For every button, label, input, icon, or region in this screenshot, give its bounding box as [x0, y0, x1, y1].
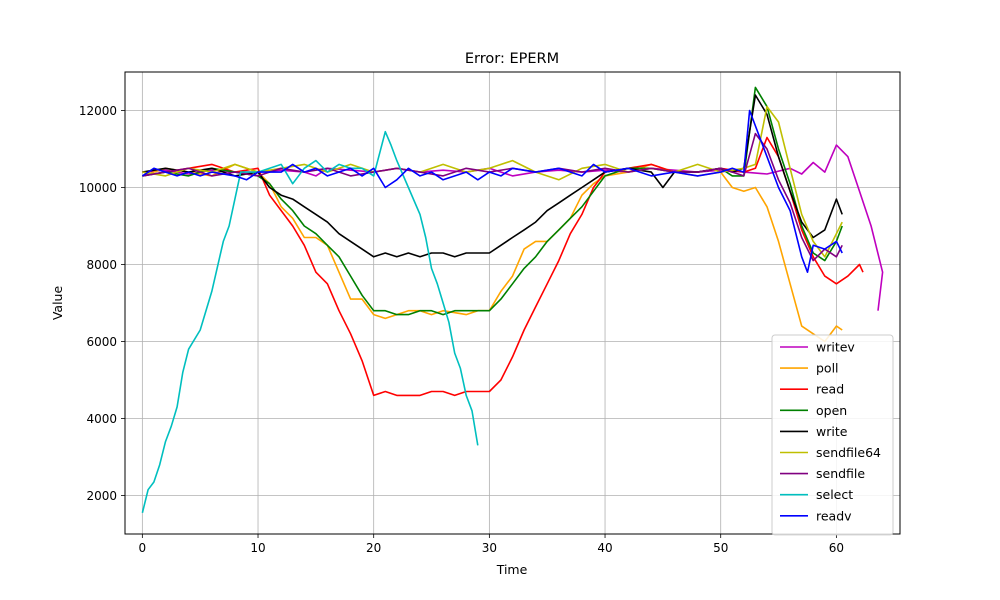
plot-frame — [124, 71, 901, 535]
series-line-readv — [141, 109, 843, 273]
legend-label-sendfile64: sendfile64 — [816, 445, 881, 460]
y-tick-label: 6000 — [86, 335, 117, 349]
x-axis-label: Time — [496, 562, 528, 577]
x-tick-label: 30 — [482, 541, 497, 555]
legend-label-poll: poll — [816, 361, 839, 376]
grid-lines — [125, 72, 900, 534]
series-lines — [141, 86, 884, 513]
x-tick-label: 20 — [366, 541, 381, 555]
series-line-poll — [142, 163, 843, 343]
x-tick-label: 40 — [597, 541, 612, 555]
y-tick-label: 8000 — [86, 258, 117, 272]
legend-label-sendfile: sendfile — [816, 466, 865, 481]
x-tick-label: 60 — [829, 541, 844, 555]
series-line-write — [142, 94, 843, 258]
legend-box — [771, 334, 894, 536]
x-tick-label: 10 — [250, 541, 265, 555]
y-axis: 2000 4000 6000 8000 10000 12000 — [79, 104, 125, 503]
legend-label-open: open — [816, 403, 847, 418]
y-tick-label: 10000 — [79, 181, 117, 195]
x-tick-label: 0 — [139, 541, 147, 555]
y-tick-label: 4000 — [86, 412, 117, 426]
x-tick-label: 50 — [713, 541, 728, 555]
series-line-writev — [142, 144, 884, 311]
legend-label-readv: readv — [816, 508, 852, 523]
y-tick-label: 2000 — [86, 489, 117, 503]
legend-label-select: select — [816, 487, 853, 502]
x-axis: 0 10 20 30 40 50 60 — [139, 534, 844, 555]
y-tick-label: 12000 — [79, 104, 117, 118]
y-axis-label: Value — [50, 286, 65, 321]
series-line-read — [142, 136, 864, 397]
legend-label-write: write — [816, 424, 848, 439]
chart-title: Error: EPERM — [465, 51, 559, 67]
legend-label-writev: writev — [816, 340, 855, 355]
legend-label-read: read — [816, 382, 844, 397]
legend: writev poll read open write sendfile64 sendfil… — [771, 334, 894, 536]
series-line-select — [141, 130, 479, 513]
